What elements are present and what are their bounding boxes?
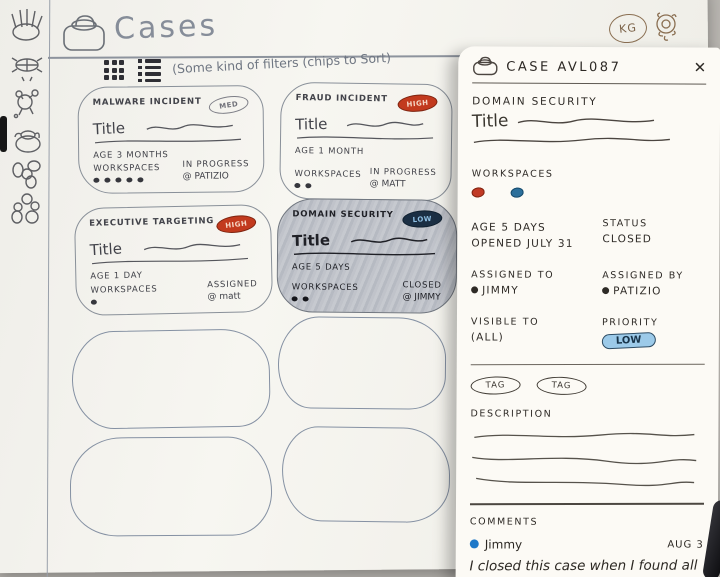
case-category: MALWARE INCIDENT (92, 96, 202, 108)
workspaces-label: WORKSPACES (90, 284, 158, 296)
detail-panel-header: CASE AVL087 ✕ (472, 56, 707, 85)
detail-status-value: CLOSED (602, 233, 653, 246)
avatar-dot (471, 286, 479, 294)
comment-avatar (469, 539, 479, 549)
title-placeholder: Title (92, 118, 126, 139)
detail-opened: OPENED JULY 31 (471, 237, 574, 250)
detail-age: AGE 5 DAYS (471, 221, 546, 234)
empty-card-placeholder (69, 436, 273, 537)
title-underline (293, 252, 436, 256)
list-view-icon[interactable] (138, 59, 164, 85)
case-status: CLOSED (402, 280, 442, 291)
priority-value-pill[interactable]: LOW (601, 331, 656, 350)
case-icon (473, 56, 498, 76)
case-status: IN PROGRESS (182, 159, 250, 170)
priority-badge: MED (207, 93, 250, 117)
assigned-to-label: ASSIGNED TO (471, 269, 555, 281)
priority-badge: HIGH (215, 213, 258, 236)
kettle-icon[interactable] (8, 120, 46, 158)
case-age: AGE 1 MONTH (294, 146, 365, 157)
group-icon[interactable] (8, 188, 46, 226)
title-underline (94, 138, 242, 144)
case-category: FRAUD INCIDENT (295, 93, 388, 105)
empty-card-placeholder (281, 425, 451, 524)
case-category: DOMAIN SECURITY (292, 209, 394, 221)
comments-divider (469, 503, 704, 506)
workspaces-label: WORKSPACES (291, 282, 359, 293)
priority-badge: LOW (401, 209, 443, 229)
tag-chip[interactable]: TAG (536, 376, 587, 397)
priority-label: PRIORITY (601, 317, 659, 329)
case-card-malware-incident[interactable]: MALWARE INCIDENT MED Title AGE 3 MONTHS … (77, 85, 265, 194)
detail-category: DOMAIN SECURITY (472, 95, 598, 109)
workspace-chip-blue[interactable] (510, 186, 525, 199)
page-title: Cases (113, 8, 219, 47)
case-assignee: @ JIMMY (402, 292, 441, 303)
workspace-dots (291, 296, 359, 302)
case-category: EXECUTIVE TARGETING (89, 216, 215, 229)
title-placeholder: Title (295, 114, 328, 134)
cases-app-icon (60, 12, 110, 54)
visible-to-value: (ALL) (470, 331, 504, 344)
comments-label: COMMENTS (469, 516, 539, 528)
gear-icon[interactable] (650, 9, 682, 43)
detail-workspaces-label: WORKSPACES (471, 168, 554, 180)
case-detail-panel: CASE AVL087 ✕ DOMAIN SECURITY Title WORK… (455, 46, 720, 577)
section-divider (470, 363, 705, 366)
avatar-dot (602, 287, 610, 295)
case-card-executive-targeting[interactable]: EXECUTIVE TARGETING HIGH Title AGE 1 DAY… (73, 203, 274, 317)
tag-chip[interactable]: TAG (470, 376, 521, 396)
workspace-dots (294, 183, 361, 189)
title-squiggle (146, 124, 234, 130)
comment-text: I closed this case when I found all our … (469, 557, 698, 575)
hand-icon[interactable] (8, 6, 46, 44)
workspace-dots (90, 298, 158, 305)
empty-card-placeholder (277, 316, 447, 410)
case-card-fraud-incident[interactable]: FRAUD INCIDENT HIGH Title AGE 1 MONTH WO… (279, 81, 453, 202)
title-squiggle (144, 243, 241, 251)
workspace-chip-red[interactable] (471, 186, 486, 199)
case-assignee: @ PATIZIO (182, 171, 229, 182)
priority-badge: HIGH (396, 92, 439, 114)
title-squiggle (347, 121, 424, 127)
title-underline (91, 257, 249, 265)
visible-to-label: VISIBLE TO (470, 316, 540, 328)
comment-author: Jimmy (484, 537, 523, 552)
case-assignee: @ matt (207, 291, 241, 303)
detail-title-squiggle (518, 118, 655, 124)
workspaces-label: WORKSPACES (93, 163, 161, 174)
description-label: DESCRIPTION (470, 408, 553, 421)
bug-icon[interactable] (8, 48, 46, 86)
assigned-to-value: JIMMY (482, 284, 519, 297)
case-status: IN PROGRESS (369, 167, 437, 178)
detail-title-underline (473, 137, 670, 144)
case-id-title: CASE AVL087 (506, 59, 622, 75)
title-squiggle (350, 237, 428, 243)
description-placeholder-lines (470, 429, 704, 490)
close-icon[interactable]: ✕ (693, 58, 707, 77)
case-age: AGE 5 DAYS (291, 262, 351, 273)
assigned-by-value: PATIZIO (613, 285, 662, 298)
title-underline (296, 136, 434, 140)
flower-icon[interactable] (8, 155, 46, 193)
workspaces-label: WORKSPACES (294, 169, 362, 180)
comment-date: AUG 3 (667, 539, 704, 551)
case-status: ASSIGNED (207, 279, 258, 291)
grid-view-icon[interactable] (104, 60, 128, 84)
detail-status-label: STATUS (602, 218, 648, 230)
photo-artifact (0, 116, 7, 152)
title-placeholder: Title (291, 231, 331, 251)
detail-title-placeholder: Title (471, 110, 509, 133)
title-placeholder: Title (89, 239, 123, 260)
assigned-by-label: ASSIGNED BY (602, 270, 684, 282)
person-icon[interactable] (8, 84, 46, 122)
workspace-dots (93, 177, 160, 183)
case-card-domain-security-selected[interactable]: DOMAIN SECURITY LOW Title AGE 5 DAYS WOR… (276, 198, 458, 314)
empty-card-placeholder (71, 328, 271, 430)
case-assignee: @ MATT (369, 179, 406, 190)
